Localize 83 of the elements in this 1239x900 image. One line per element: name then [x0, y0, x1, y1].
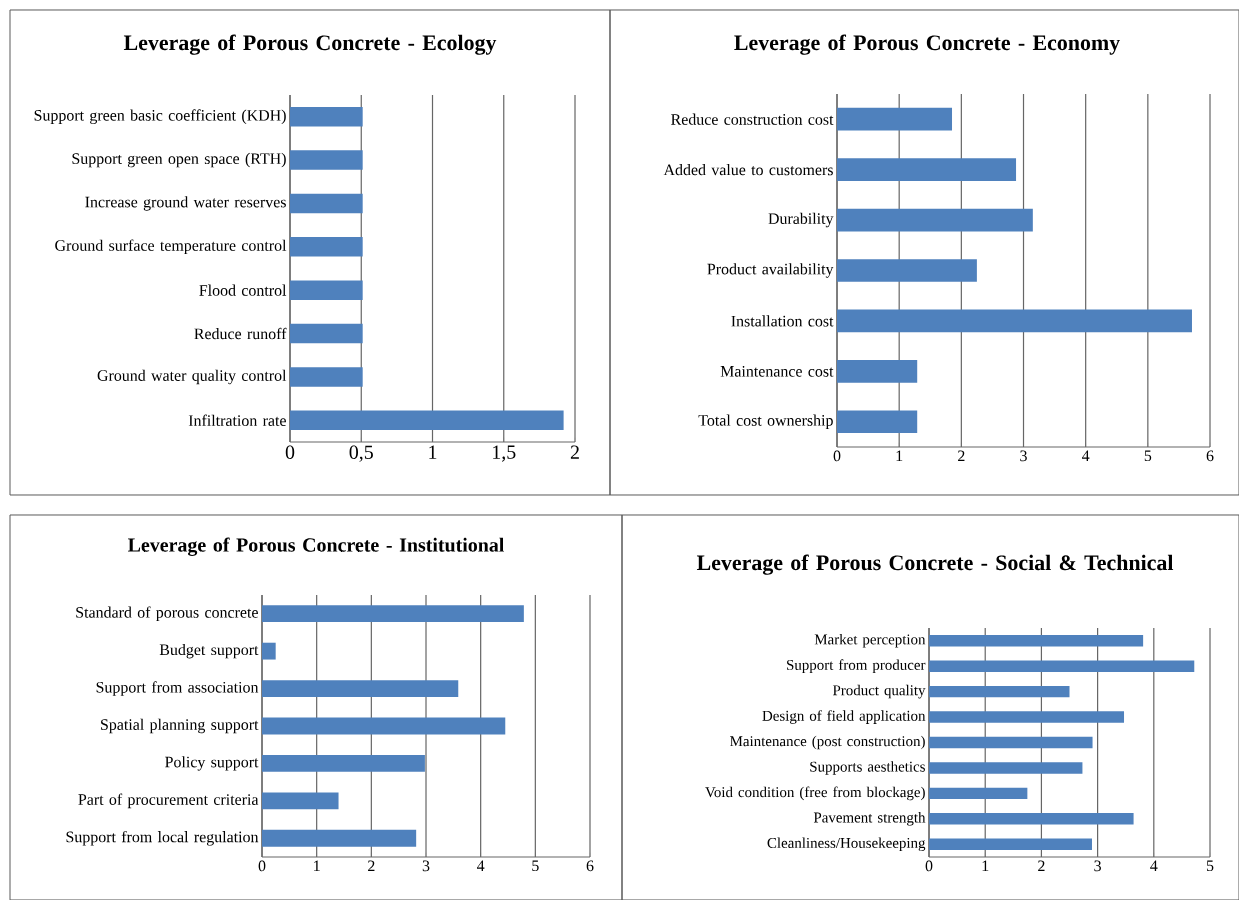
x-tick-label: 1 [314, 860, 320, 872]
x-tick-label: 6 [1206, 450, 1214, 462]
bar [837, 107, 953, 131]
x-tick-label: 1 [982, 860, 989, 872]
bar [929, 711, 1125, 723]
y-tick-label: Design of field application [762, 710, 926, 724]
x-tick-label: 0,5 [349, 445, 373, 462]
y-tick-label: Product quality [832, 684, 926, 699]
bar [837, 309, 1192, 333]
y-tick-label: Infiltration rate [188, 414, 286, 426]
x-tick-label: 5 [1144, 450, 1152, 462]
x-tick-label: 3 [1020, 450, 1027, 462]
y-tick-label: Added value to customers [663, 164, 833, 176]
y-tick-label: Part of procurement criteria [78, 793, 259, 809]
x-tick-label: 3 [1094, 860, 1101, 872]
x-tick-label: 2 [368, 860, 375, 872]
chart-title: Leverage of Porous Concrete - Social & Technical [696, 554, 1174, 575]
y-tick-label: Support green open space (RTH) [72, 152, 286, 168]
chart-title: Leverage of Porous Concrete - Economy [734, 34, 1120, 55]
x-tick-label: 4 [1150, 860, 1158, 871]
bar [929, 813, 1134, 825]
x-tick-label: 0 [285, 445, 295, 459]
bar [837, 360, 918, 383]
bar [929, 660, 1195, 672]
x-tick-label: 1,5 [493, 445, 516, 462]
x-tick-label: 2 [570, 445, 579, 459]
y-tick-label: Void condition (free from blockage) [705, 786, 925, 801]
bar [837, 208, 1033, 232]
x-tick-label: 1 [429, 445, 437, 459]
y-tick-label: Support from local regulation [66, 830, 259, 846]
bar [929, 634, 1144, 647]
chart-title: Leverage of Porous Concrete - Institutional [128, 537, 504, 556]
y-tick-label: Budget support [159, 643, 259, 659]
y-tick-label: Maintenance (post construction) [730, 735, 925, 750]
bar [262, 755, 425, 772]
y-tick-label: Ground water quality control [97, 369, 287, 385]
x-tick-label: 4 [1082, 450, 1090, 461]
y-tick-label: Pavement strength [813, 812, 926, 826]
y-tick-label: Reduce construction cost [671, 113, 834, 125]
bar [929, 787, 1028, 800]
y-tick-label: Market perception [814, 633, 926, 648]
y-tick-label: Installation cost [731, 315, 834, 327]
bar [837, 259, 977, 282]
y-tick-label: Standard of porous concrete [76, 606, 258, 622]
y-tick-label: Policy support [165, 756, 259, 771]
y-tick-label: Ground surface temperature control [55, 239, 287, 255]
bar [262, 717, 506, 735]
y-tick-label: Product availability [707, 263, 834, 278]
chart-title: Leverage of Porous Concrete - Ecology [123, 34, 497, 55]
x-tick-label: 0 [925, 860, 933, 872]
bar [262, 829, 417, 847]
y-tick-label: Cleanliness/Housekeeping [767, 837, 926, 852]
x-tick-label: 0 [833, 450, 841, 462]
y-tick-label: Maintenance cost [720, 366, 834, 377]
bar [262, 642, 276, 660]
x-tick-label: 5 [532, 860, 539, 872]
bar [929, 762, 1083, 774]
x-tick-label: 3 [422, 860, 430, 872]
x-tick-label: 2 [1038, 860, 1045, 872]
x-tick-label: 1 [896, 450, 903, 462]
x-tick-label: 5 [1206, 860, 1214, 872]
y-tick-label: Flood control [199, 284, 287, 296]
y-tick-label: Durability [768, 212, 834, 228]
bar [262, 605, 524, 623]
bar [929, 685, 1070, 698]
bar [262, 680, 459, 697]
bar [262, 792, 339, 810]
x-tick-label: 6 [586, 860, 594, 872]
y-tick-label: Total cost ownership [698, 414, 833, 429]
y-tick-label: Increase ground water reserves [85, 196, 286, 211]
y-tick-label: Support from association [96, 681, 259, 696]
y-tick-label: Supports aesthetics [810, 761, 925, 775]
bar [837, 158, 1017, 181]
x-tick-label: 0 [258, 860, 266, 872]
x-tick-label: 4 [477, 860, 485, 871]
bar [929, 736, 1093, 749]
y-tick-label: Reduce runoff [194, 327, 287, 340]
bar [837, 410, 918, 434]
x-tick-label: 2 [958, 450, 965, 462]
y-tick-label: Support from producer [787, 659, 926, 674]
y-tick-label: Spatial planning support [101, 718, 259, 734]
bar [929, 838, 1092, 850]
y-tick-label: Support green basic coefficient (KDH) [34, 109, 286, 125]
